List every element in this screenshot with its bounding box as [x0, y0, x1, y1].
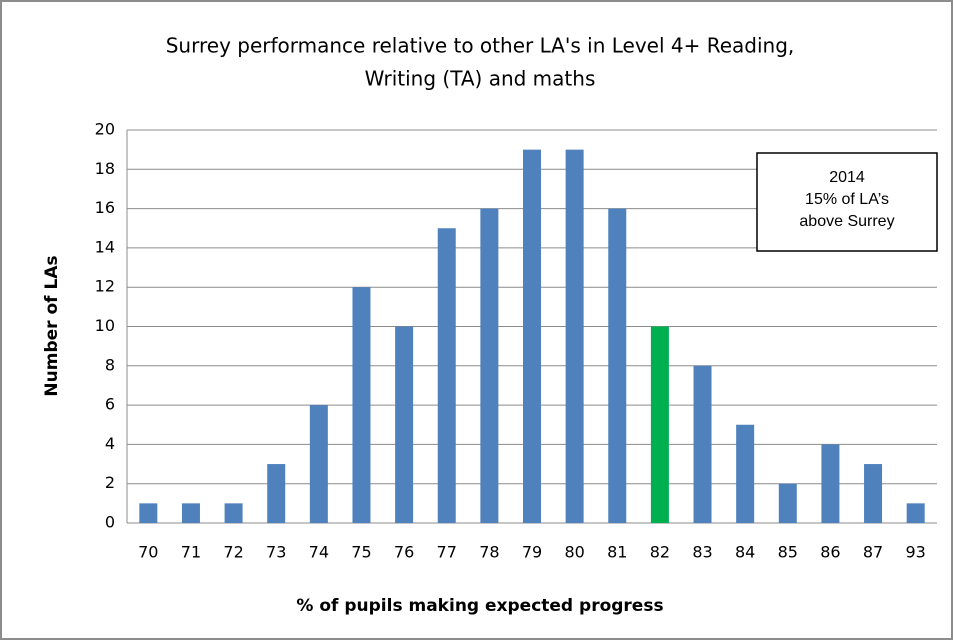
bar: [864, 464, 883, 523]
x-tick-label: 85: [778, 543, 798, 562]
bar: [906, 503, 925, 523]
x-tick-label: 76: [394, 543, 414, 562]
annotation-box: [756, 152, 938, 252]
y-axis-label: Number of LAs: [42, 255, 62, 396]
y-tick-label: 12: [95, 277, 115, 296]
y-tick-label: 0: [105, 513, 115, 532]
chart-title: Writing (TA) and maths: [365, 67, 596, 91]
y-tick-label: 14: [95, 237, 115, 256]
x-tick-label: 77: [437, 543, 457, 562]
x-tick-label: 87: [863, 543, 883, 562]
x-axis-label: % of pupils making expected progress: [296, 596, 663, 616]
annotation-text: 2014: [829, 169, 865, 186]
x-tick-label: 83: [692, 543, 712, 562]
bar: [565, 149, 584, 523]
x-tick-label: 86: [820, 543, 840, 562]
x-tick-label: 73: [266, 543, 286, 562]
x-tick-label: 74: [309, 543, 329, 562]
annotation-text: 15% of LA’s: [805, 191, 889, 208]
x-tick-label: 72: [223, 543, 243, 562]
y-tick-label: 6: [105, 395, 115, 414]
x-tick-label: 82: [650, 543, 670, 562]
x-tick-label: 81: [607, 543, 627, 562]
x-tick-label: 93: [906, 543, 926, 562]
bar: [267, 464, 286, 523]
y-tick-label: 8: [105, 355, 115, 374]
x-tick-label: 78: [479, 543, 499, 562]
x-tick-label: 84: [735, 543, 755, 562]
bar: [650, 326, 669, 523]
y-tick-label: 2: [105, 473, 115, 492]
bar: [736, 424, 755, 523]
bar: [352, 287, 371, 523]
y-tick-label: 10: [95, 316, 115, 335]
bar: [608, 208, 627, 523]
bar: [821, 444, 840, 523]
bar: [437, 228, 456, 523]
x-tick-label: 80: [564, 543, 584, 562]
bar: [480, 208, 499, 523]
chart-title: Surrey performance relative to other LA'…: [166, 34, 795, 58]
bar: [224, 503, 243, 523]
x-tick-label: 70: [138, 543, 158, 562]
bar: [181, 503, 200, 523]
bar: [523, 149, 541, 523]
x-tick-label: 79: [522, 543, 542, 562]
x-tick-label: 71: [181, 543, 201, 562]
annotation-text: above Surrey: [799, 213, 894, 230]
bar: [139, 503, 158, 523]
y-tick-label: 16: [95, 198, 115, 217]
y-tick-label: 20: [95, 120, 115, 139]
bar: [778, 483, 797, 523]
bar: [693, 365, 712, 523]
y-tick-label: 18: [95, 159, 115, 178]
x-tick-label: 75: [351, 543, 371, 562]
bar: [309, 405, 328, 523]
y-tick-label: 4: [105, 434, 115, 453]
bar: [395, 326, 414, 523]
